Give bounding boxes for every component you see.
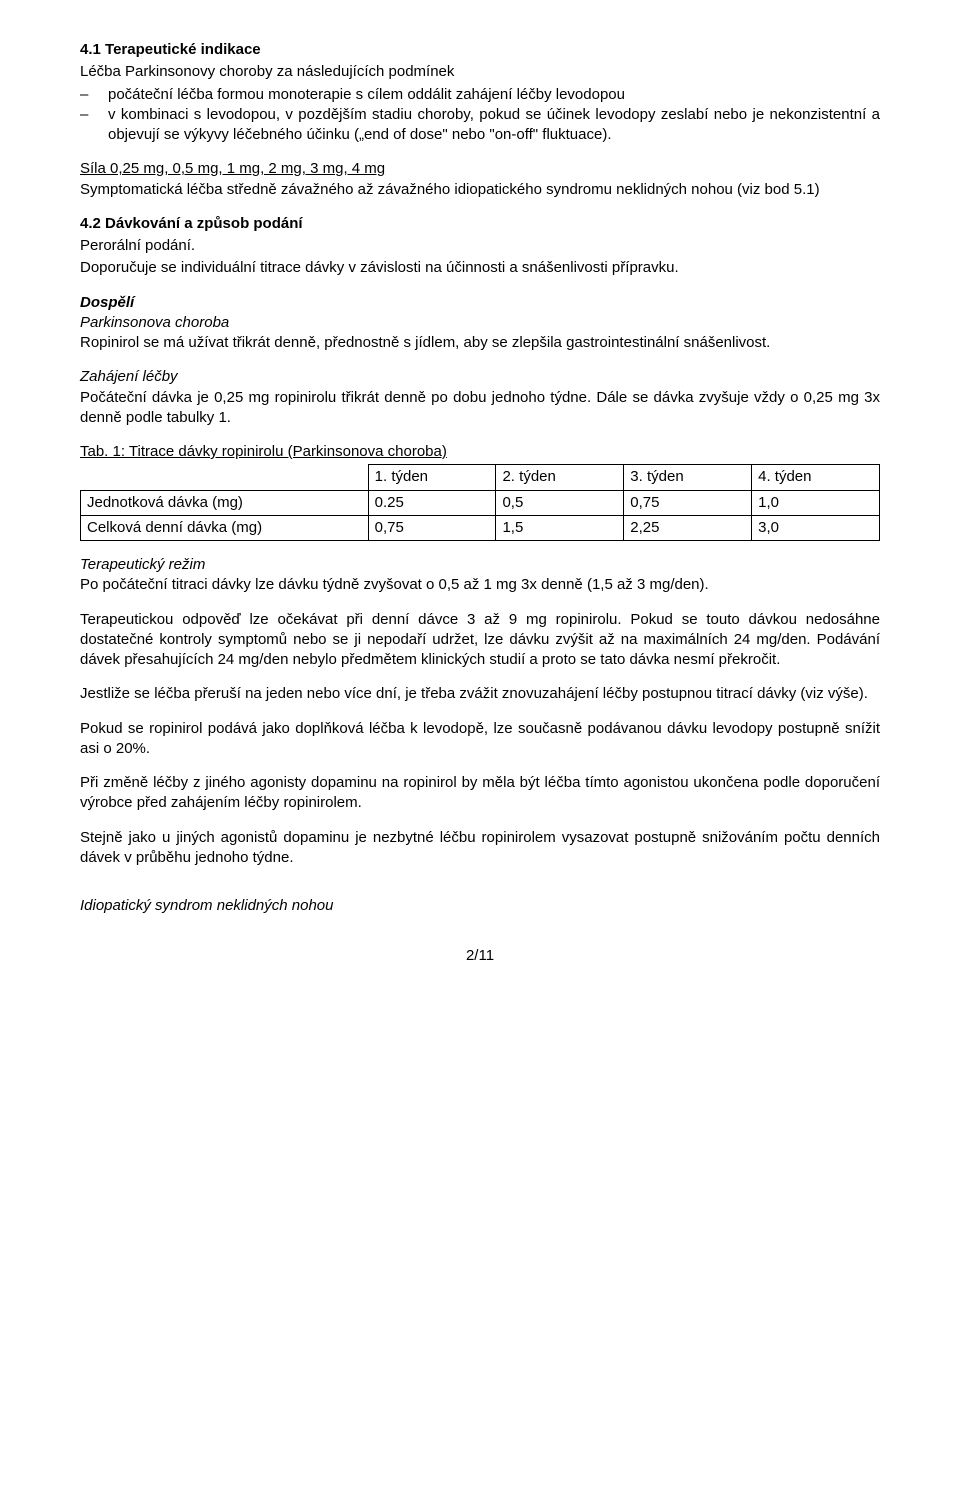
table-cell: 4. týden (752, 465, 880, 490)
table-cell: 1. týden (368, 465, 496, 490)
sila-text: Symptomatická léčba středně závažného až… (80, 181, 820, 198)
dash-icon: – (80, 105, 108, 125)
bullet-text: počáteční léčba formou monoterapie s cíl… (108, 85, 880, 105)
pocatecni-text: Počáteční dávka je 0,25 mg ropinirolu tř… (80, 389, 880, 426)
table-cell: 0.25 (368, 490, 496, 515)
table-cell: 2. týden (496, 465, 624, 490)
table-row: Celková denní dávka (mg) 0,75 1,5 2,25 3… (81, 515, 880, 540)
titration-table: 1. týden 2. týden 3. týden 4. týden Jedn… (80, 464, 880, 541)
terap-rezim-label: Terapeutický režim (80, 556, 205, 573)
table-cell: 0,75 (624, 490, 752, 515)
zahajeni-label: Zahájení léčby (80, 368, 178, 385)
table-cell: 0,5 (496, 490, 624, 515)
table-cell: 3,0 (752, 515, 880, 540)
dospeli-block: Dospělí Parkinsonova choroba Ropinirol s… (80, 293, 880, 354)
dospeli-label: Dospělí (80, 294, 134, 311)
section-4-1-heading: 4.1 Terapeutické indikace (80, 40, 880, 60)
table-row: Jednotková dávka (mg) 0.25 0,5 0,75 1,0 (81, 490, 880, 515)
p-pokud: Pokud se ropinirol podává jako doplňková… (80, 719, 880, 760)
sila-heading: Síla 0,25 mg, 0,5 mg, 1 mg, 2 mg, 3 mg, … (80, 160, 385, 177)
zahajeni-block: Zahájení léčby Počáteční dávka je 0,25 m… (80, 367, 880, 428)
p-jestlize: Jestliže se léčba přeruší na jeden nebo … (80, 684, 880, 704)
ropinirol-text: Ropinirol se má užívat třikrát denně, př… (80, 334, 770, 351)
table-cell: 2,25 (624, 515, 752, 540)
section-4-2-heading: 4.2 Dávkování a způsob podání (80, 214, 880, 234)
p-stejne: Stejně jako u jiných agonistů dopaminu j… (80, 828, 880, 869)
table-cell: 1,5 (496, 515, 624, 540)
sila-block: Síla 0,25 mg, 0,5 mg, 1 mg, 2 mg, 3 mg, … (80, 159, 880, 200)
peroralni: Perorální podání. (80, 236, 880, 256)
s41-bullets: – počáteční léčba formou monoterapie s c… (80, 85, 880, 146)
bullet-item: – v kombinaci s levodopou, v pozdějším s… (80, 105, 880, 146)
terap-block: Terapeutický režim Po počáteční titraci … (80, 555, 880, 596)
table-cell: 1,0 (752, 490, 880, 515)
s41-intro: Léčba Parkinsonovy choroby za následujíc… (80, 62, 880, 82)
table-cell: Jednotková dávka (mg) (81, 490, 369, 515)
table-row: 1. týden 2. týden 3. týden 4. týden (81, 465, 880, 490)
dash-icon: – (80, 85, 108, 105)
bullet-item: – počáteční léčba formou monoterapie s c… (80, 85, 880, 105)
table-caption: Tab. 1: Titrace dávky ropinirolu (Parkin… (80, 442, 880, 462)
terap-text: Po počáteční titraci dávky lze dávku týd… (80, 576, 709, 593)
bullet-text: v kombinaci s levodopou, v pozdějším sta… (108, 105, 880, 146)
table-cell: 3. týden (624, 465, 752, 490)
idiopaticky-label: Idiopatický syndrom neklidných nohou (80, 896, 880, 916)
table-cell: 0,75 (368, 515, 496, 540)
p-odpoved: Terapeutickou odpověď lze očekávat při d… (80, 610, 880, 671)
doporucuje: Doporučuje se individuální titrace dávky… (80, 258, 880, 278)
p-zmena: Při změně léčby z jiného agonisty dopami… (80, 773, 880, 814)
table-cell (81, 465, 369, 490)
table-cell: Celková denní dávka (mg) (81, 515, 369, 540)
page-number: 2/11 (80, 946, 880, 966)
parkinson-label: Parkinsonova choroba (80, 314, 229, 331)
